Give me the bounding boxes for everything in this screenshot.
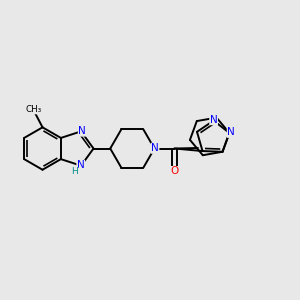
Text: N: N xyxy=(77,160,85,170)
Text: N: N xyxy=(78,126,86,136)
Text: CH₃: CH₃ xyxy=(26,105,42,114)
Text: N: N xyxy=(151,143,159,153)
Text: N: N xyxy=(210,115,218,125)
Text: O: O xyxy=(170,167,178,176)
Text: H: H xyxy=(71,167,78,176)
Text: N: N xyxy=(227,127,235,137)
